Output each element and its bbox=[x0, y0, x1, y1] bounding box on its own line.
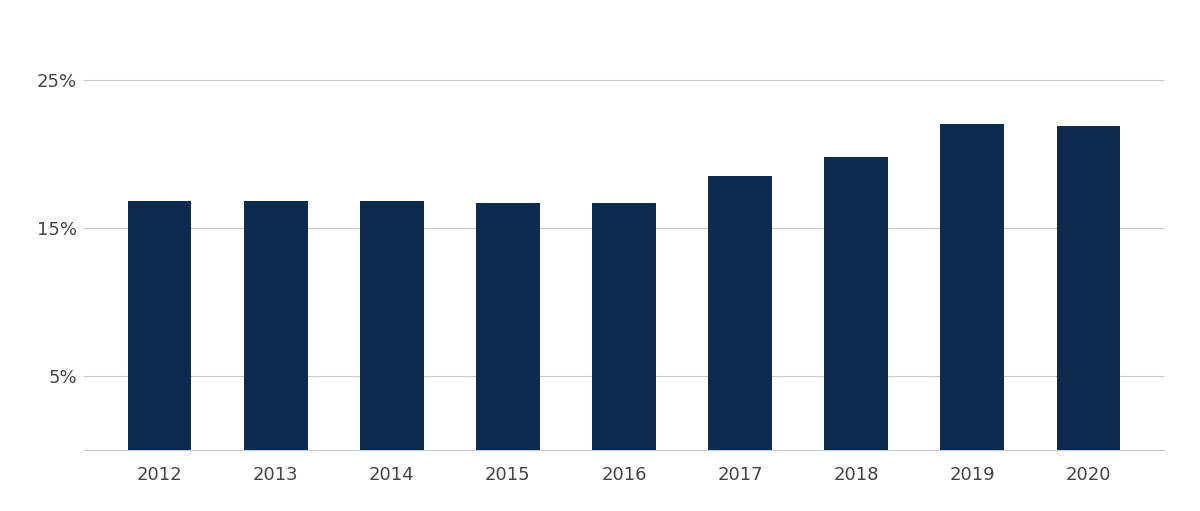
Bar bbox=[824, 157, 888, 450]
Bar bbox=[360, 201, 424, 450]
Bar bbox=[127, 201, 192, 450]
Bar bbox=[708, 176, 772, 450]
Bar bbox=[592, 203, 656, 450]
Bar bbox=[476, 203, 540, 450]
Bar bbox=[244, 201, 307, 450]
Bar bbox=[1056, 126, 1121, 450]
Bar bbox=[941, 125, 1004, 450]
